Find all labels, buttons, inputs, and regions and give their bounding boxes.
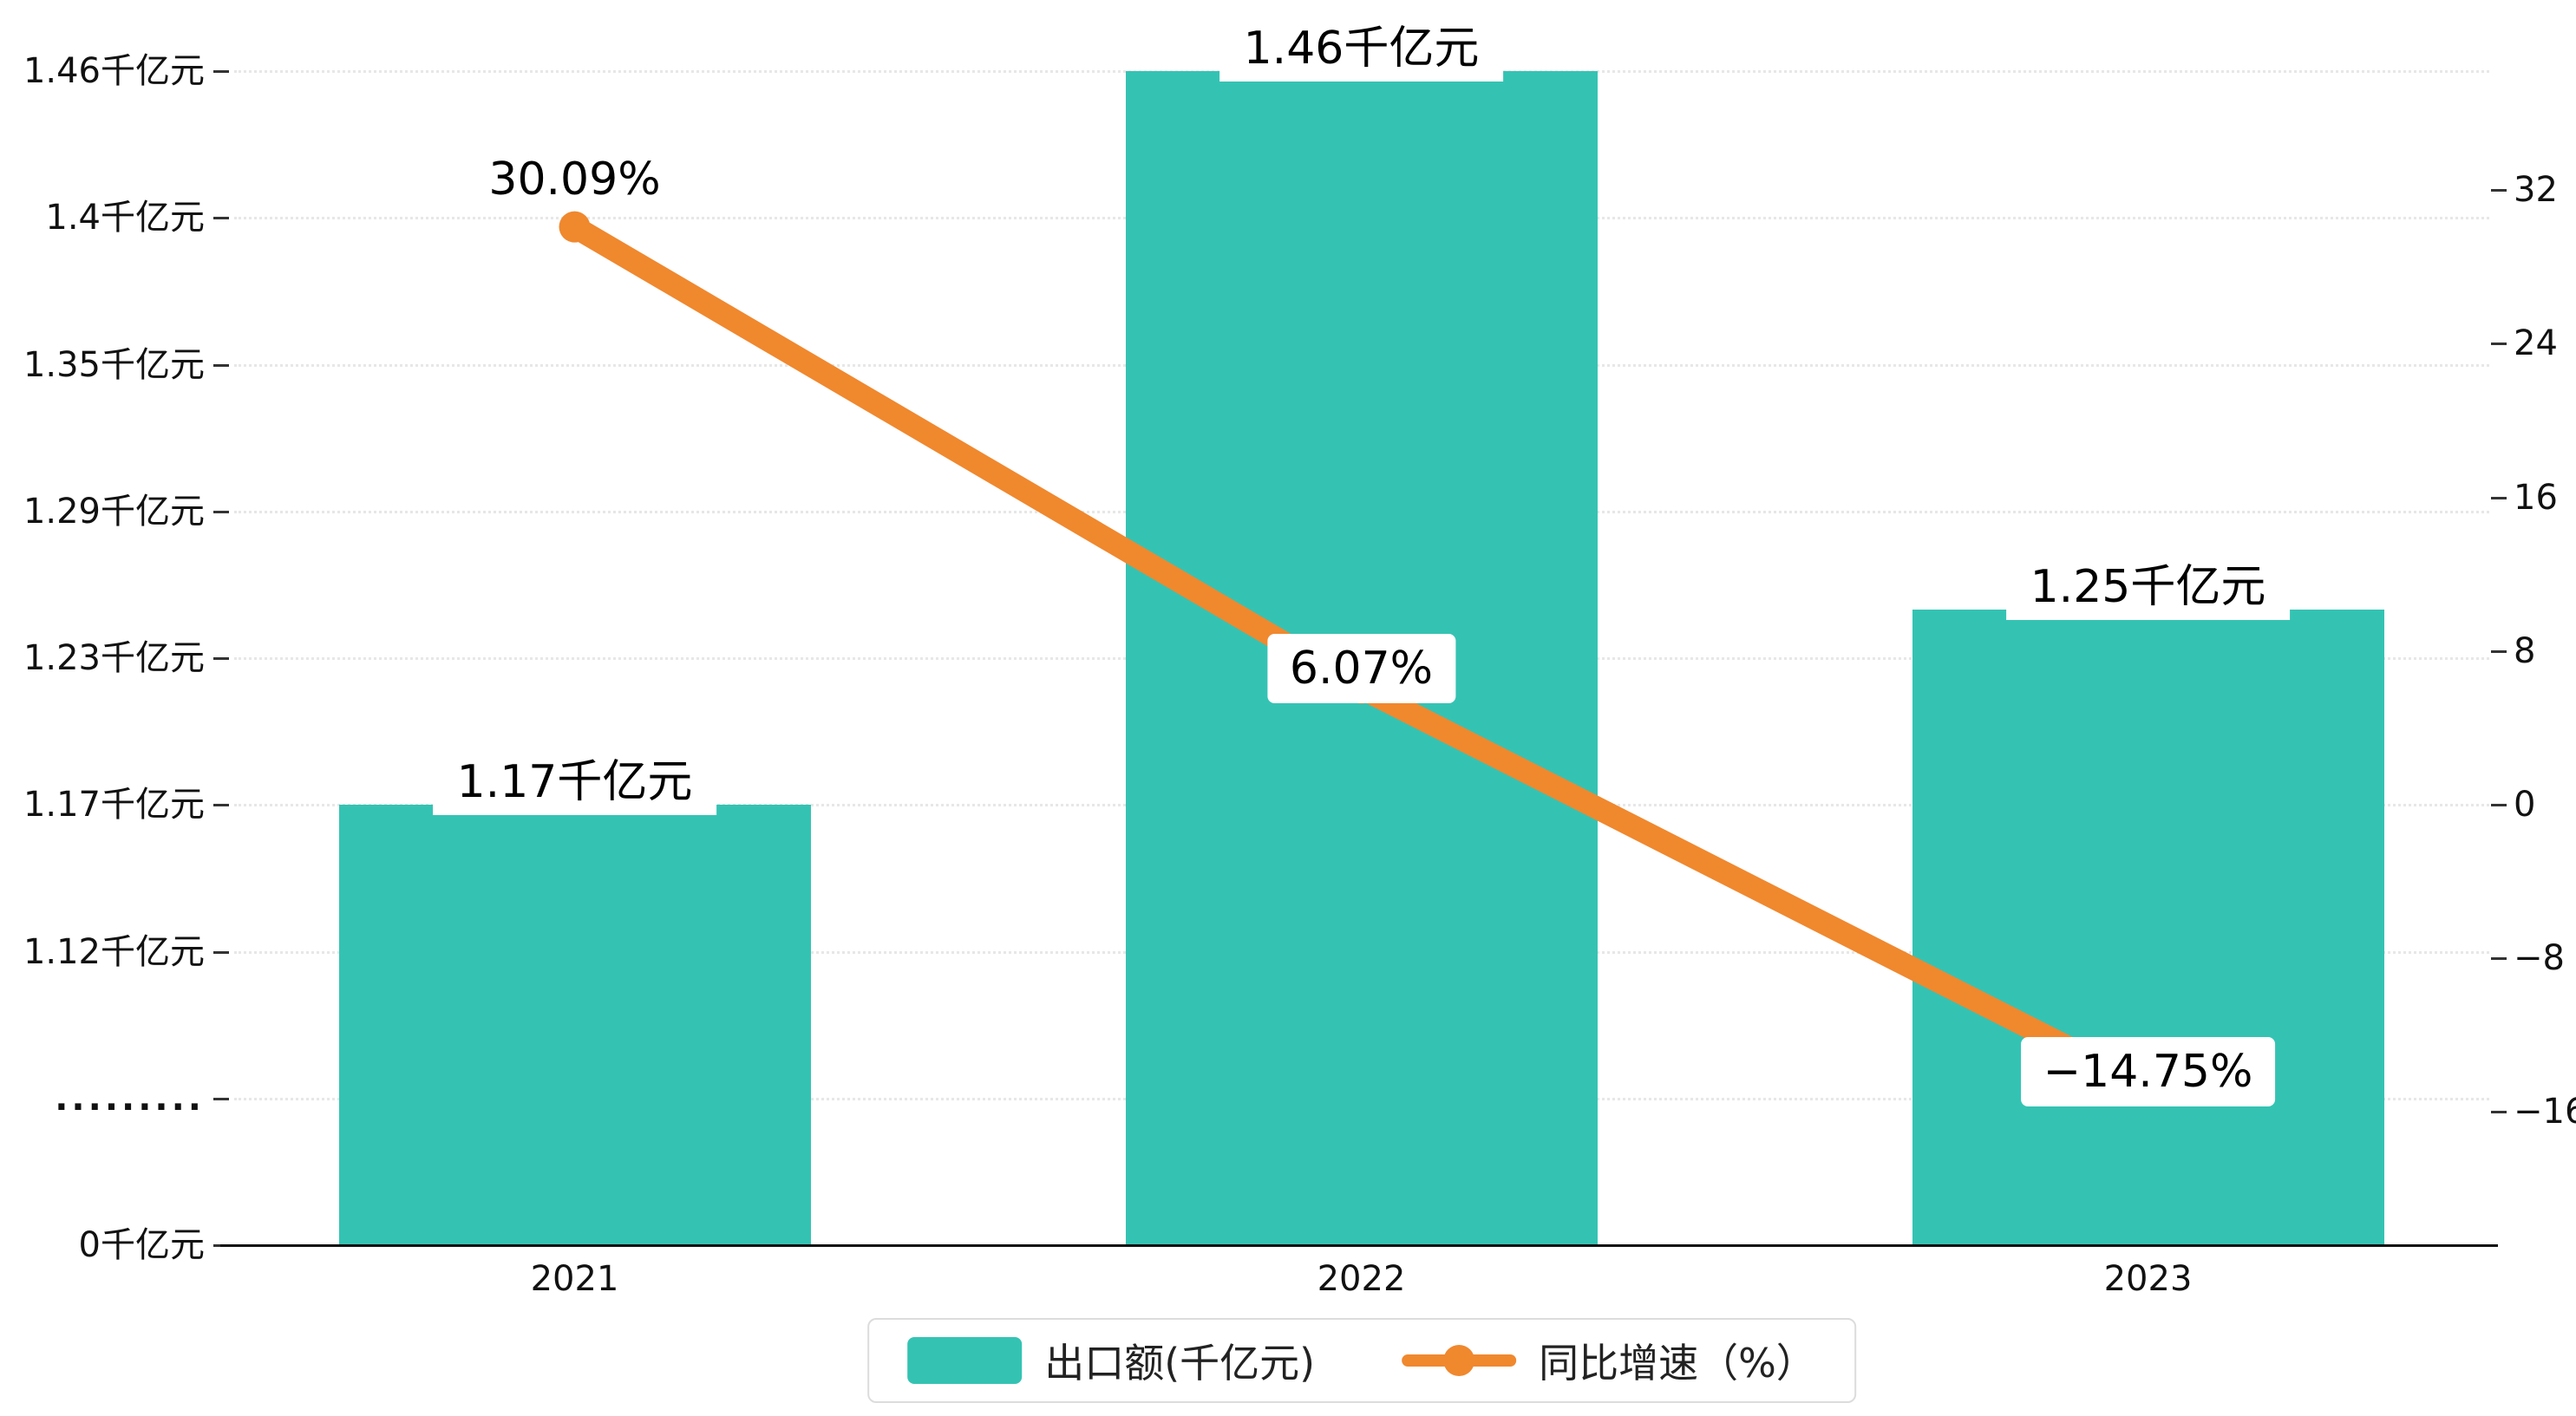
right-axis-tick-label: 0 <box>2514 785 2536 825</box>
y-axis-tick <box>213 804 229 807</box>
y-axis-tick <box>213 1097 229 1100</box>
legend-label-growth: 同比增速（%） <box>1539 1340 1816 1387</box>
right-axis-tick <box>2491 957 2507 961</box>
right-axis-tick-label: 32 <box>2514 170 2558 211</box>
line-series-swatch <box>1402 1337 1517 1384</box>
bar-data-label: 1.46千亿元 <box>1219 6 1504 82</box>
right-axis-tick <box>2491 649 2507 653</box>
right-axis-tick <box>2491 496 2507 499</box>
y-axis-tick-label: 1.23千亿元 <box>23 638 205 678</box>
x-axis-label: 2022 <box>1317 1259 1406 1299</box>
legend-item-export[interactable]: 出口额(千亿元) <box>907 1332 1315 1389</box>
y-axis-tick-label: 1.12千亿元 <box>23 931 205 972</box>
x-axis-line <box>220 1244 2498 1247</box>
right-axis-tick-label: −16 <box>2514 1092 2576 1132</box>
y-axis-tick-label: 1.29千亿元 <box>23 491 205 532</box>
y-axis-tick <box>213 510 229 513</box>
line-data-label: −14.75% <box>2020 1036 2276 1106</box>
x-axis-label: 2021 <box>530 1259 619 1299</box>
y-axis-tick <box>213 70 229 73</box>
line-data-label: 30.09% <box>488 153 661 206</box>
line-data-label: 6.07% <box>1266 633 1456 703</box>
y-axis-tick-label: 1.46千亿元 <box>23 51 205 91</box>
legend-label-export: 出口额(千亿元) <box>1044 1340 1316 1387</box>
bar-series-swatch <box>907 1337 1023 1384</box>
growth-point <box>559 211 591 243</box>
y-axis-tick <box>213 657 229 660</box>
y-axis-tick <box>213 217 229 220</box>
right-axis-tick <box>2491 343 2507 346</box>
right-axis-tick <box>2491 189 2507 192</box>
bar-data-label: 1.17千亿元 <box>432 740 717 816</box>
y-axis-tick-label: 1.17千亿元 <box>23 785 205 825</box>
bar-2023 <box>1912 609 2384 1245</box>
bar-2021 <box>338 805 811 1245</box>
y-axis-tick-label: 1.35千亿元 <box>23 344 205 385</box>
legend: 出口额(千亿元) 同比增速（%） <box>867 1318 1856 1403</box>
legend-item-growth[interactable]: 同比增速（%） <box>1402 1332 1816 1389</box>
y-axis-tick-label: 0千亿元 <box>78 1225 205 1265</box>
right-axis-tick-label: 16 <box>2514 477 2558 518</box>
x-axis-label: 2023 <box>2103 1259 2193 1299</box>
y-axis-tick <box>213 950 229 954</box>
y-axis-tick <box>213 363 229 367</box>
right-axis-tick <box>2491 804 2507 806</box>
line-swatch-dot-icon <box>1443 1345 1475 1376</box>
right-axis-tick-label: 24 <box>2514 323 2558 364</box>
right-axis-tick <box>2491 1111 2507 1114</box>
right-axis-tick-label: 8 <box>2514 630 2536 671</box>
y-axis-tick-label: ......... <box>55 1078 205 1119</box>
y-axis-tick-label: 1.4千亿元 <box>45 198 205 238</box>
right-axis-tick-label: −8 <box>2514 938 2565 979</box>
bar-data-label: 1.25千亿元 <box>2005 544 2291 620</box>
